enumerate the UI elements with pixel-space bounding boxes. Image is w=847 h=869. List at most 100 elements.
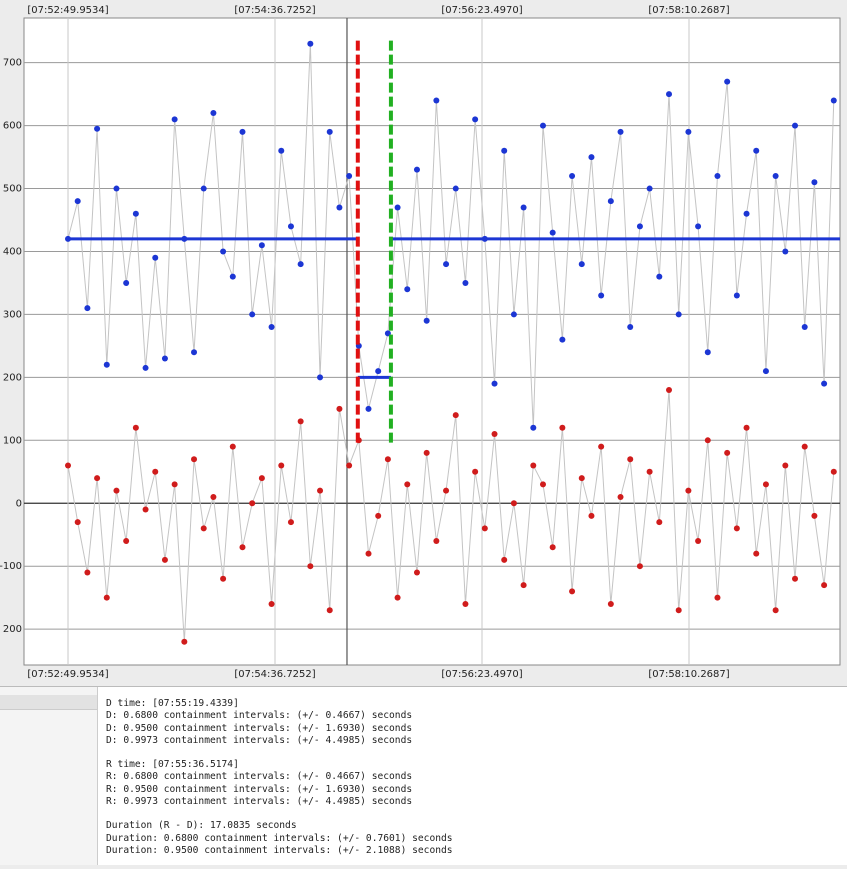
- data-point: [685, 487, 692, 494]
- data-point: [142, 506, 149, 513]
- data-point: [462, 600, 469, 607]
- data-point: [452, 185, 459, 192]
- data-point: [491, 380, 498, 387]
- data-point: [588, 512, 595, 519]
- data-point: [501, 556, 508, 563]
- data-point: [404, 286, 411, 293]
- data-point: [821, 582, 828, 589]
- data-point: [123, 279, 130, 286]
- data-point: [220, 575, 227, 582]
- data-point: [113, 185, 120, 192]
- data-point: [113, 487, 120, 494]
- data-point: [171, 481, 178, 488]
- data-point: [249, 500, 256, 507]
- data-point: [239, 128, 246, 135]
- data-point: [549, 229, 556, 236]
- info-line: R time: [07:55:36.5174]: [106, 759, 239, 771]
- data-point: [239, 544, 246, 551]
- data-point: [830, 468, 837, 475]
- data-point: [346, 462, 353, 469]
- data-point: [278, 147, 285, 154]
- info-line: Duration (R - D): 17.0835 seconds: [106, 820, 297, 832]
- data-point: [607, 198, 614, 205]
- data-point: [336, 405, 343, 412]
- data-point: [413, 166, 420, 173]
- data-point: [191, 456, 198, 463]
- data-point: [559, 336, 566, 343]
- data-point: [94, 475, 101, 482]
- data-point: [287, 223, 294, 230]
- data-point: [491, 431, 498, 438]
- data-point: [472, 468, 479, 475]
- data-point: [307, 40, 314, 47]
- data-point: [636, 223, 643, 230]
- data-point: [743, 210, 750, 217]
- x-tick-label: [07:52:49.9534]: [27, 669, 108, 680]
- data-point: [520, 582, 527, 589]
- data-point: [510, 311, 517, 318]
- data-point: [84, 569, 91, 576]
- y-tick-label: 700: [3, 58, 22, 69]
- data-point: [413, 569, 420, 576]
- data-point: [549, 544, 556, 551]
- chart: 700 600 500 400 300 200 100 0 -100 200 [07:52:49.9…: [0, 5, 841, 680]
- data-point: [656, 519, 663, 526]
- x-tick-label-top: [07:52:49.9534]: [27, 5, 108, 16]
- data-point: [501, 147, 508, 154]
- data-point: [103, 361, 110, 368]
- y-tick-label: 300: [3, 309, 22, 320]
- info-line: D time: [07:55:19.4339]: [106, 698, 239, 709]
- y-tick-label: 0: [16, 498, 22, 509]
- data-point: [598, 292, 605, 299]
- info-group: R time: [07:55:36.5174] R: 0.6800 contain…: [106, 759, 453, 808]
- data-point: [123, 538, 130, 545]
- data-point: [249, 311, 256, 318]
- data-point: [724, 449, 731, 456]
- data-point: [666, 91, 673, 98]
- data-point: [433, 538, 440, 545]
- info-line: R: 0.6800 containment intervals: (+/- 0.…: [106, 771, 413, 783]
- sidebar: [0, 687, 98, 865]
- data-point: [375, 512, 382, 519]
- data-point: [346, 172, 353, 179]
- y-tick-label: 600: [3, 121, 22, 132]
- info-line: D: 0.9973 containment intervals: (+/- 4.…: [106, 734, 413, 746]
- sidebar-row[interactable]: [0, 695, 97, 710]
- data-point: [510, 500, 517, 507]
- data-point: [578, 475, 585, 482]
- series-line: [67, 43, 835, 428]
- data-point: [830, 97, 837, 104]
- data-point: [675, 311, 682, 318]
- y-tick-label: -100: [0, 561, 22, 572]
- data-point: [200, 185, 207, 192]
- data-point: [539, 481, 546, 488]
- data-point: [675, 607, 682, 614]
- data-point: [472, 116, 479, 123]
- data-point: [646, 185, 653, 192]
- data-point: [433, 97, 440, 104]
- data-point: [753, 550, 760, 557]
- data-point: [607, 600, 614, 607]
- data-point: [132, 210, 139, 217]
- data-point: [530, 424, 537, 431]
- info-line: D: 0.9500 containment intervals: (+/- 1.…: [106, 722, 413, 734]
- data-point: [792, 575, 799, 582]
- info-group: Duration (R - D): 17.0835 seconds Duratio…: [106, 820, 453, 857]
- data-point: [74, 519, 81, 526]
- data-point: [782, 462, 789, 469]
- y-tick-label: 200: [3, 372, 22, 383]
- data-point: [539, 122, 546, 129]
- data-point: [384, 456, 391, 463]
- data-point: [404, 481, 411, 488]
- data-point: [132, 424, 139, 431]
- x-tick-label-top: [07:54:36.7252]: [234, 5, 315, 16]
- data-point: [636, 563, 643, 570]
- data-point: [704, 437, 711, 444]
- data-point: [326, 128, 333, 135]
- info-panel: D time: [07:55:19.4339] D: 0.6800 contain…: [0, 686, 847, 865]
- data-point: [74, 198, 81, 205]
- info-line: R: 0.9973 containment intervals: (+/- 4.…: [106, 796, 413, 808]
- data-point: [724, 78, 731, 85]
- data-point: [782, 248, 789, 255]
